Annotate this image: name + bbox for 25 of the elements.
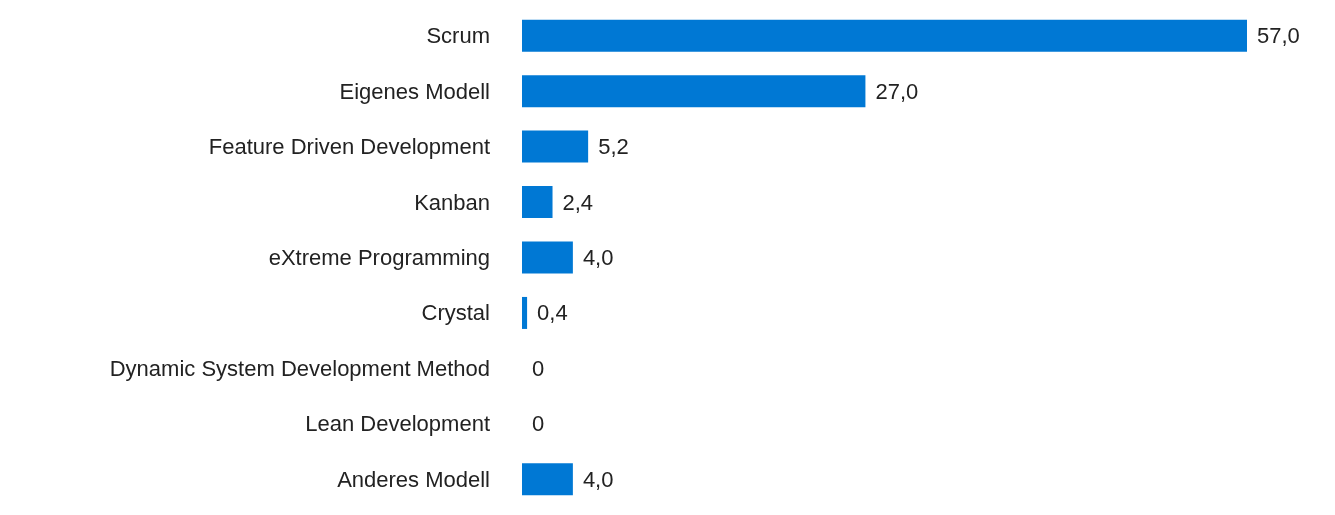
bar	[522, 75, 866, 108]
bar	[522, 19, 1247, 52]
bar	[522, 186, 553, 219]
bar	[522, 463, 573, 496]
y-tick-label: Crystal	[421, 300, 490, 326]
data-label: 4,0	[582, 466, 614, 492]
y-tick-label: Lean Development	[305, 411, 490, 437]
y-tick-label: Anderes Modell	[337, 466, 490, 492]
y-tick-label: Dynamic System Development Method	[109, 355, 490, 381]
bar	[522, 241, 573, 274]
y-tick-label: Kanban	[414, 189, 490, 215]
y-tick-label: Feature Driven Development	[208, 134, 490, 160]
data-label: 0,4	[537, 300, 568, 326]
data-label: 0	[532, 355, 545, 381]
data-label: 57,0	[1257, 23, 1300, 49]
y-tick-label: eXtreme Programming	[268, 245, 490, 270]
y-tick-label: Eigenes Modell	[339, 78, 490, 104]
bar	[522, 130, 589, 163]
bar	[522, 296, 528, 329]
data-label: 0	[532, 411, 545, 437]
data-label: 27,0	[875, 78, 919, 104]
data-label: 4,0	[582, 245, 614, 270]
y-tick-label: Scrum	[426, 23, 490, 49]
data-label: 2,4	[562, 189, 594, 215]
data-label: 5,2	[598, 134, 629, 160]
